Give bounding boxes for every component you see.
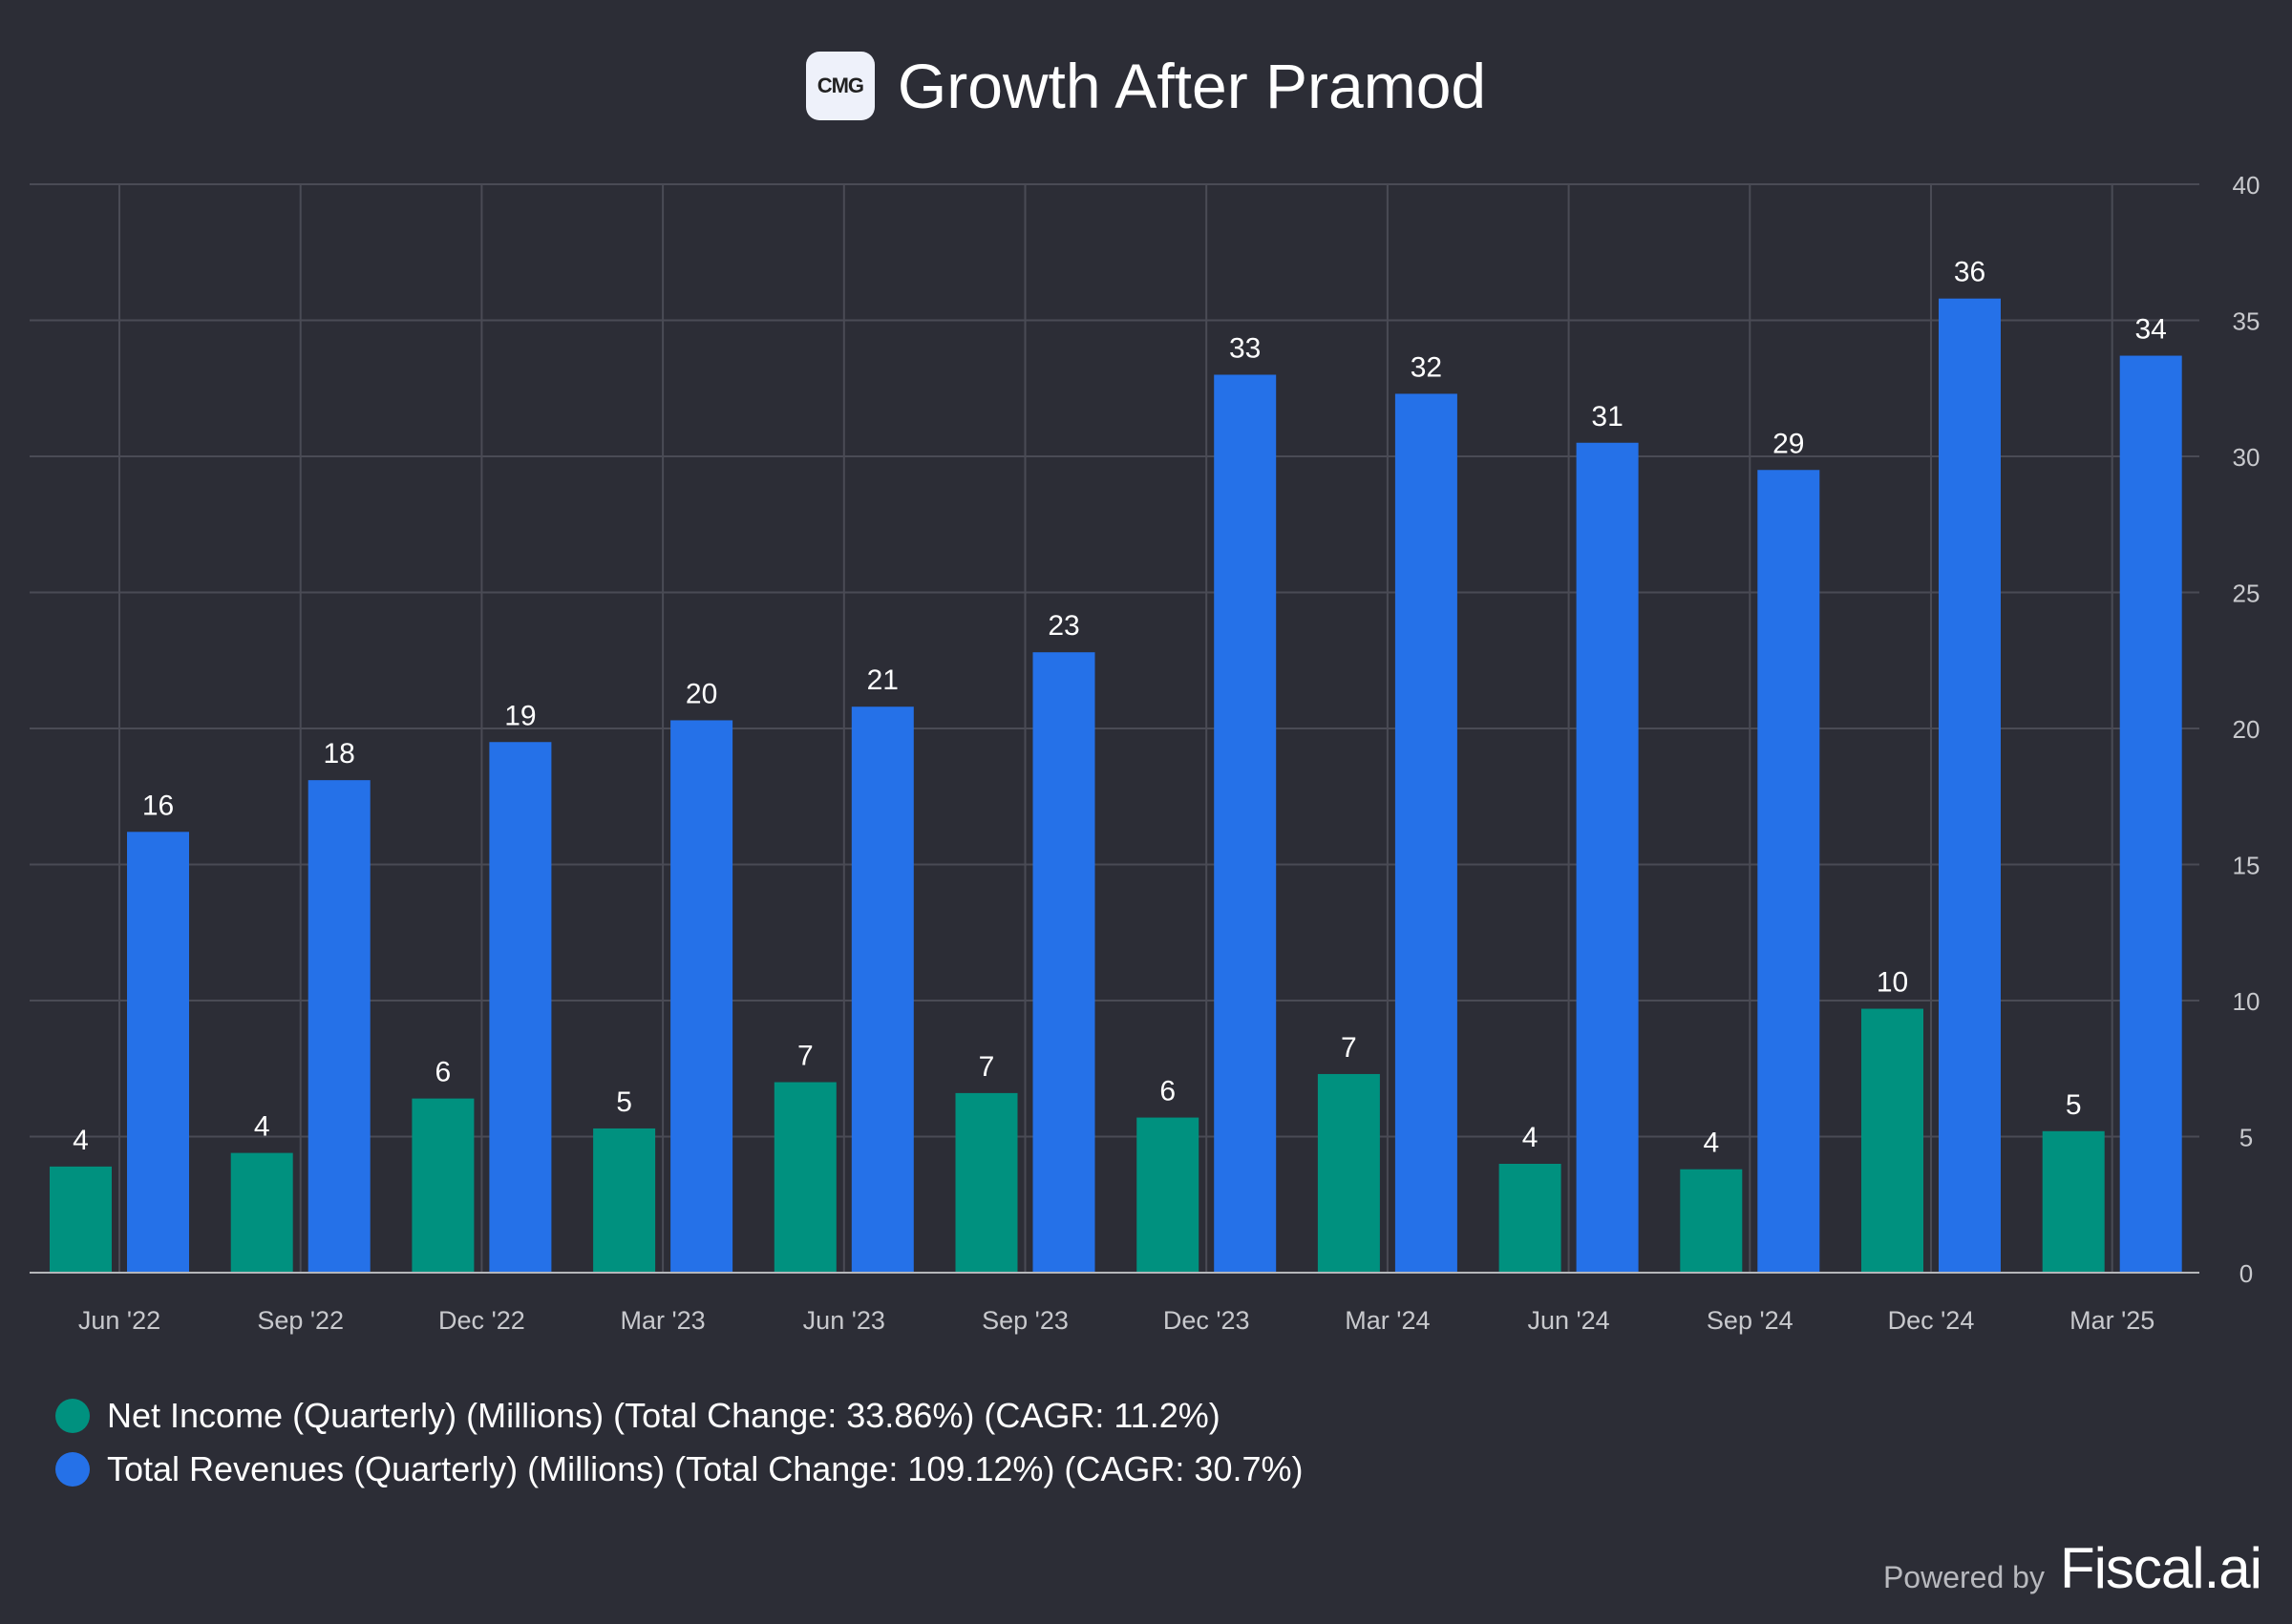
x-tick-label: Dec '22 (438, 1306, 525, 1335)
chart-title: Growth After Pramod (897, 51, 1487, 121)
y-tick-label: 35 (2233, 307, 2260, 336)
revenue-bar (1757, 470, 1820, 1273)
chart-header: CMG Growth After Pramod (0, 50, 2292, 122)
data-label: 21 (867, 664, 899, 696)
revenue-bar (1394, 393, 1457, 1273)
footer: Powered by Fiscal.ai (1882, 1535, 2262, 1601)
net-income-bar (2042, 1130, 2105, 1273)
net-income-bar (1136, 1117, 1199, 1273)
net-income-bar (774, 1082, 837, 1273)
revenue-bar (1939, 298, 2001, 1273)
legend-dot (55, 1452, 90, 1487)
revenue-bar (1032, 652, 1095, 1273)
data-label: 19 (504, 700, 536, 731)
x-tick-label: Sep '22 (257, 1306, 344, 1335)
legend-label: Total Revenues (Quarterly) (Millions) (T… (107, 1449, 1304, 1488)
x-tick-label: Dec '24 (1888, 1306, 1975, 1335)
x-tick-label: Mar '24 (1345, 1306, 1430, 1335)
net-income-bar (230, 1152, 293, 1273)
x-tick-label: Jun '24 (1527, 1306, 1609, 1335)
brand-logo[interactable]: Fiscal.ai (2059, 1536, 2262, 1600)
revenue-bar (1214, 374, 1277, 1273)
net-income-bar (1317, 1073, 1380, 1273)
net-income-bar (1680, 1169, 1743, 1273)
x-tick-label: Dec '23 (1163, 1306, 1250, 1335)
data-label: 4 (73, 1125, 89, 1156)
legend-label: Net Income (Quarterly) (Millions) (Total… (107, 1396, 1220, 1435)
data-label: 34 (2135, 314, 2167, 346)
revenue-bar (851, 707, 914, 1273)
data-label: 32 (1411, 351, 1442, 383)
y-tick-label: 10 (2233, 987, 2260, 1016)
legend-dot (55, 1399, 90, 1433)
legend: Net Income (Quarterly) (Millions) (Total… (55, 1389, 1304, 1496)
data-label: 5 (2066, 1089, 2082, 1121)
revenue-bar (489, 742, 552, 1273)
revenue-bar (127, 832, 189, 1273)
net-income-bar (412, 1098, 475, 1273)
data-label: 33 (1229, 333, 1261, 365)
company-logo: CMG (805, 52, 875, 120)
y-tick-label: 30 (2233, 443, 2260, 472)
y-tick-label: 40 (2233, 171, 2260, 200)
revenue-bar (1576, 442, 1639, 1273)
data-label: 4 (254, 1111, 270, 1143)
data-label: 7 (979, 1051, 995, 1083)
net-income-bar (1861, 1008, 1923, 1273)
x-tick-label: Jun '23 (803, 1306, 885, 1335)
data-label: 6 (1159, 1076, 1176, 1107)
net-income-bar (50, 1166, 112, 1273)
data-label: 16 (142, 790, 174, 821)
data-label: 10 (1877, 967, 1908, 999)
data-label: 7 (1341, 1032, 1357, 1064)
data-label: 36 (1954, 257, 1985, 288)
data-label: 23 (1048, 610, 1079, 642)
y-tick-label: 25 (2233, 580, 2260, 608)
data-label: 5 (616, 1086, 632, 1118)
net-income-bar (955, 1092, 1018, 1273)
data-label: 4 (1522, 1122, 1539, 1153)
y-tick-label: 15 (2233, 852, 2260, 880)
data-label: 18 (324, 738, 355, 770)
data-label: 29 (1772, 428, 1804, 459)
legend-item-net-income[interactable]: Net Income (Quarterly) (Millions) (Total… (55, 1389, 1304, 1443)
data-label: 7 (797, 1041, 814, 1072)
net-income-bar (593, 1128, 656, 1273)
data-label: 4 (1703, 1128, 1719, 1159)
data-label: 6 (435, 1057, 452, 1088)
x-tick-label: Jun '22 (78, 1306, 160, 1335)
x-tick-label: Mar '23 (621, 1306, 706, 1335)
x-tick-label: Mar '25 (2069, 1306, 2154, 1335)
net-income-bar (1498, 1164, 1561, 1273)
legend-item-total-revenues[interactable]: Total Revenues (Quarterly) (Millions) (T… (55, 1443, 1304, 1496)
x-tick-label: Sep '24 (1707, 1306, 1793, 1335)
data-label: 20 (686, 678, 717, 709)
y-tick-label: 0 (2239, 1259, 2253, 1288)
revenue-bar (2119, 355, 2182, 1273)
revenue-bar (308, 780, 371, 1273)
powered-by-text: Powered by (1882, 1560, 2045, 1594)
y-tick-label: 20 (2233, 715, 2260, 744)
bar-chart: 0 5 10 15 20 25 30 35 40 Jun '22 Sep '22 Dec '22 Mar… (30, 171, 2260, 1335)
data-label: 31 (1591, 401, 1623, 432)
x-tick-label: Sep '23 (982, 1306, 1069, 1335)
y-tick-label: 5 (2239, 1124, 2253, 1152)
revenue-bar (670, 720, 733, 1273)
